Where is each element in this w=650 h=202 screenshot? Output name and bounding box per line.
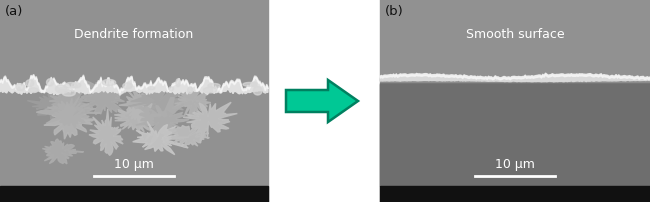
Polygon shape	[123, 83, 132, 89]
Bar	[380, 0, 650, 202]
Polygon shape	[114, 104, 161, 134]
Polygon shape	[65, 83, 77, 89]
Polygon shape	[172, 83, 211, 117]
Polygon shape	[0, 75, 268, 94]
Polygon shape	[45, 90, 93, 116]
Bar	[380, 85, 650, 186]
Text: Dendrite formation: Dendrite formation	[74, 28, 194, 41]
Polygon shape	[102, 80, 116, 86]
Polygon shape	[148, 87, 155, 90]
Polygon shape	[133, 122, 188, 155]
Polygon shape	[47, 79, 53, 87]
Polygon shape	[136, 98, 189, 145]
Bar	[0, 0, 268, 202]
Polygon shape	[26, 80, 34, 87]
Polygon shape	[81, 81, 127, 115]
Text: (a): (a)	[5, 5, 23, 18]
Polygon shape	[16, 84, 25, 91]
Polygon shape	[254, 87, 262, 96]
Polygon shape	[243, 83, 256, 87]
Polygon shape	[251, 82, 257, 87]
Polygon shape	[119, 84, 156, 126]
Polygon shape	[58, 90, 68, 94]
Bar	[380, 186, 650, 202]
Polygon shape	[0, 77, 268, 96]
Text: (b): (b)	[385, 5, 404, 18]
Polygon shape	[55, 85, 66, 94]
Polygon shape	[203, 88, 217, 94]
FancyArrow shape	[286, 81, 358, 122]
Text: 10 μm: 10 μm	[114, 157, 154, 170]
Polygon shape	[129, 81, 192, 118]
Polygon shape	[176, 79, 180, 87]
Polygon shape	[208, 84, 220, 88]
Polygon shape	[188, 87, 192, 94]
Polygon shape	[168, 125, 209, 148]
Polygon shape	[380, 74, 650, 80]
Polygon shape	[72, 83, 81, 88]
Text: 10 μm: 10 μm	[495, 157, 535, 170]
Polygon shape	[29, 88, 38, 93]
Bar	[268, 0, 380, 202]
Polygon shape	[183, 103, 237, 143]
Polygon shape	[44, 105, 95, 139]
Polygon shape	[169, 87, 174, 91]
Polygon shape	[62, 90, 75, 97]
Polygon shape	[36, 97, 100, 129]
Polygon shape	[27, 88, 79, 122]
Polygon shape	[42, 139, 83, 164]
Polygon shape	[380, 75, 650, 82]
Polygon shape	[89, 109, 124, 156]
Bar	[380, 84, 650, 186]
Bar	[0, 186, 268, 202]
Text: Smooth surface: Smooth surface	[465, 28, 564, 41]
